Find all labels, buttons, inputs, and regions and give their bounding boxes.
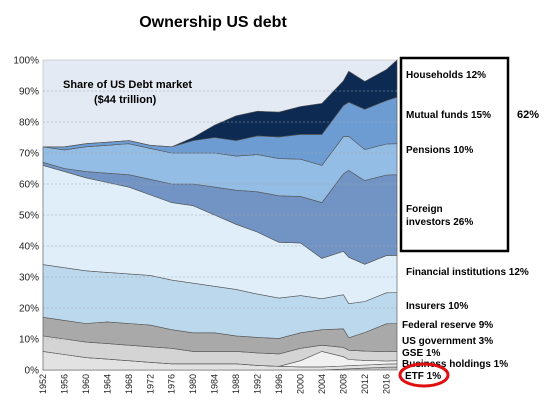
annotation-line-2: ($44 trillion) [94,94,157,106]
area-series [42,59,398,371]
x-tick-label: 1992 [253,374,263,394]
area-households [43,59,398,148]
y-axis: 0% 10% 20% 30% 40% 50% 60% 70% 80% 90% 100% [13,56,39,377]
y-tick-label: 10% [19,335,39,346]
series-labels: ETF 1%Business holdings 1%GSE 1%US gover… [402,70,529,382]
y-tick-label: 80% [19,118,39,129]
label-etf: ETF 1% [405,371,441,382]
label-financial-institutions: Financial institutions 12% [406,267,529,278]
annotation-line-1: Share of US Debt market [63,79,192,91]
x-tick-label: 2008 [338,374,348,394]
x-tick-label: 1972 [145,374,155,394]
gridlines [43,90,397,340]
x-tick-label: 1980 [188,374,198,394]
label-business-holdings: Business holdings 1% [402,359,508,370]
x-tick-label: 1996 [274,374,284,394]
x-tick-label: 1956 [59,374,69,394]
y-tick-label: 0% [25,366,40,377]
y-tick-label: 40% [19,242,39,253]
y-tick-label: 30% [19,273,39,284]
x-tick-label: 1976 [167,374,177,394]
bracket-box [399,56,510,253]
label-households: Households 12% [406,70,486,81]
label-foreign-investors: Foreign investors 26% [406,204,473,228]
y-tick-label: 50% [19,211,39,222]
chart-title: Ownership US debt [139,14,287,31]
x-tick-label: 1964 [102,374,112,394]
x-tick-label: 1960 [81,374,91,394]
bracket-total: 62% [517,109,539,121]
plot-area [42,59,398,371]
y-tick-label: 60% [19,180,39,191]
x-tick-label: 2000 [295,374,305,394]
etf-highlight-ring [398,362,450,388]
x-axis: 1952 1956 1960 1964 1968 1972 1976 1980 1984 1988… [38,374,391,394]
x-tick-label: 2004 [317,374,327,394]
y-tick-label: 90% [19,87,39,98]
x-tick-label: 2016 [381,374,391,394]
x-tick-label: 1984 [210,374,220,394]
label-insurers: Insurers 10% [406,301,468,312]
y-tick-label: 20% [19,304,39,315]
label-federal-reserve: Federal reserve 9% [402,320,493,331]
label-us-government: US government 3% [402,336,493,347]
x-tick-label: 1968 [124,374,134,394]
label-gse: GSE 1% [402,348,440,359]
x-tick-label: 1952 [38,374,48,394]
label-mutual-funds: Mutual funds 15% [406,110,491,121]
label-pensions: Pensions 10% [406,145,473,156]
x-tick-label: 2012 [360,374,370,394]
x-tick-label: 1988 [231,374,241,394]
y-tick-label: 100% [13,56,39,67]
y-tick-label: 70% [19,149,39,160]
